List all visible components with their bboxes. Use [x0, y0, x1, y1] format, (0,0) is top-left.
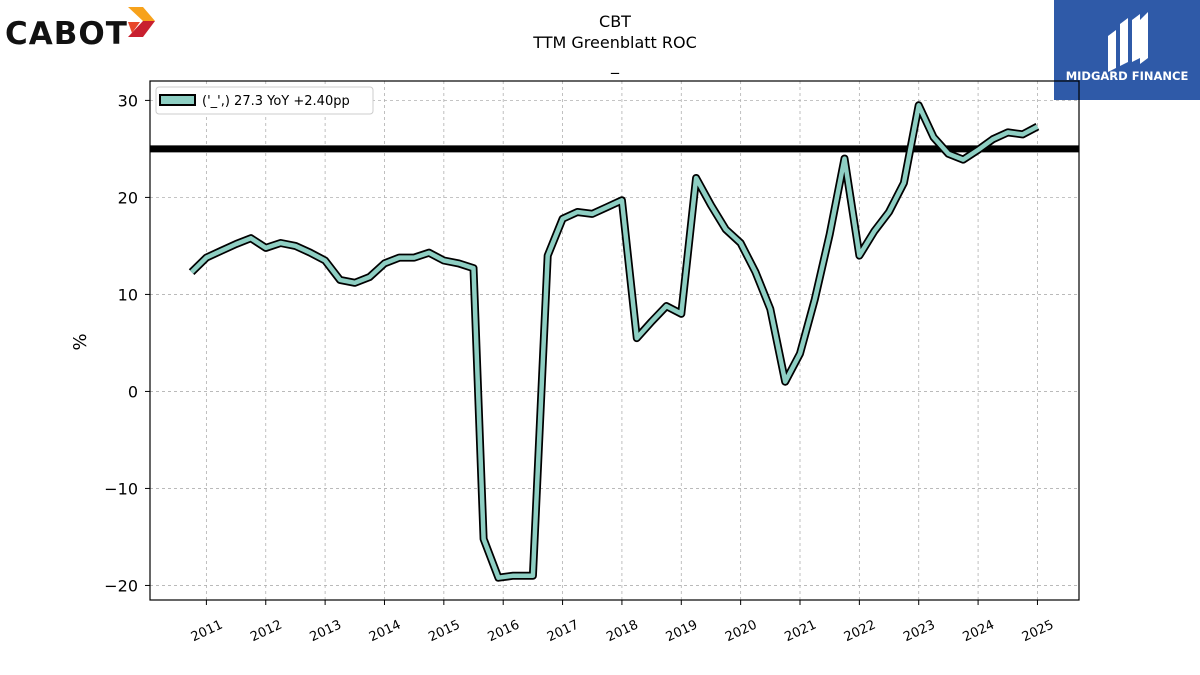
x-tick-label: 2023	[901, 618, 937, 646]
chart-subtitle-2: _	[610, 55, 620, 75]
x-tick-label: 2013	[308, 618, 344, 646]
x-tick-label: 2021	[782, 618, 818, 646]
x-tick-label: 2015	[426, 618, 462, 646]
x-tick-label: 2025	[1020, 618, 1056, 646]
x-tick-label: 2020	[723, 618, 759, 646]
x-axis-ticks: 2011 2012 2013 2014 2015 2016 2017 2018 2019 2020…	[189, 600, 1056, 645]
x-tick-label: 2011	[189, 618, 225, 646]
x-tick-label: 2018	[604, 618, 640, 646]
x-tick-label: 2016	[486, 618, 522, 646]
x-tick-label: 2024	[961, 618, 997, 646]
y-axis-label: %	[70, 333, 91, 350]
midgard-logo-mark	[1108, 12, 1148, 72]
legend: ('_',) 27.3 YoY +2.40pp	[155, 86, 374, 115]
y-tick-label: 0	[128, 382, 138, 401]
x-tick-label: 2019	[664, 618, 700, 646]
y-axis-ticks: 30 20 10 0 −10 −20	[104, 91, 150, 595]
legend-label: ('_',) 27.3 YoY +2.40pp	[202, 94, 350, 109]
chart-subtitle: TTM Greenblatt ROC	[532, 33, 697, 52]
cabot-logo-mark-inner	[128, 22, 140, 33]
midgard-logo-text: MIDGARD FINANCE	[1066, 69, 1189, 83]
plot-frame	[149, 80, 1080, 601]
series-group	[188, 101, 1040, 582]
x-tick-label: 2017	[545, 618, 581, 646]
x-tick-label: 2012	[248, 618, 284, 646]
midgard-finance-logo: MIDGARD FINANCE	[1054, 0, 1200, 100]
y-tick-label: −20	[104, 576, 138, 595]
y-tick-label: −10	[104, 479, 138, 498]
x-tick-label: 2014	[367, 618, 403, 646]
grid-lines	[150, 81, 1079, 600]
cabot-logo: CABOT	[5, 7, 155, 52]
cabot-logo-mark-top	[128, 7, 155, 21]
chart-title: CBT	[599, 12, 631, 31]
y-tick-label: 20	[118, 188, 138, 207]
cabot-logo-mark-bottom	[128, 21, 155, 37]
legend-swatch	[159, 94, 196, 106]
y-tick-label: 30	[118, 91, 138, 110]
cabot-logo-text: CABOT	[5, 16, 128, 52]
x-tick-label: 2022	[842, 618, 878, 646]
series-line	[190, 103, 1039, 580]
legend-box	[155, 86, 374, 115]
y-tick-label: 10	[118, 285, 138, 304]
series-line-outline	[188, 101, 1040, 582]
